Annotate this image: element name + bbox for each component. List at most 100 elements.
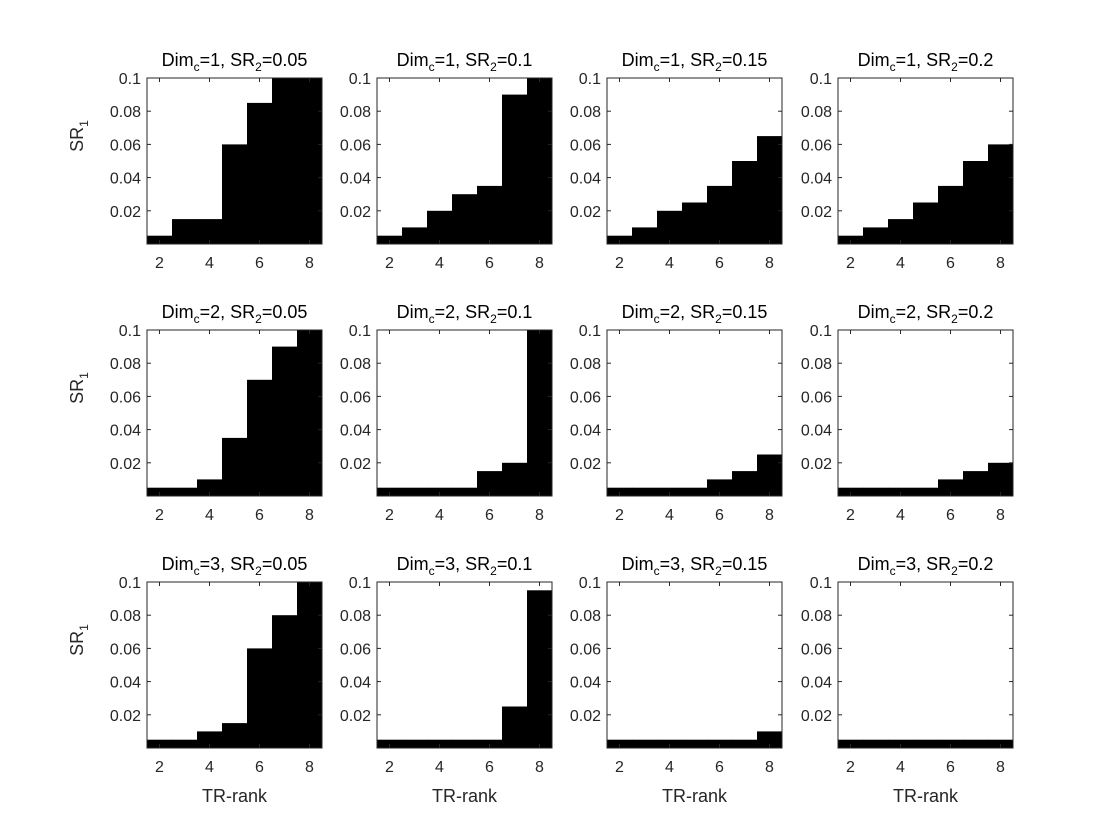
bar-x4 xyxy=(657,487,683,496)
y-tick-label: 0.04 xyxy=(570,423,601,440)
x-tick-label: 8 xyxy=(996,255,1005,272)
axes-frame xyxy=(146,581,323,749)
bar-x3 xyxy=(402,227,428,244)
x-tick-label: 8 xyxy=(305,255,314,272)
bar-x2 xyxy=(838,487,864,496)
subplot-title: Dimc=3, SR2=0.2 xyxy=(858,554,994,578)
bar-x2 xyxy=(147,739,173,748)
bar-x5 xyxy=(222,144,248,244)
y-tick-label: 0.02 xyxy=(340,204,371,221)
x-tick-label: 8 xyxy=(765,507,774,524)
bar-x4 xyxy=(427,210,453,244)
bar-x6 xyxy=(707,479,733,496)
bar-x6 xyxy=(247,379,273,496)
x-tick-label: 2 xyxy=(385,759,394,776)
y-tick-label: 0.1 xyxy=(349,71,371,88)
x-tick-label: 2 xyxy=(615,255,624,272)
y-tick-label: 0.06 xyxy=(110,389,141,406)
x-tick-label: 2 xyxy=(846,255,855,272)
x-tick-label: 8 xyxy=(535,759,544,776)
subplot-title: Dimc=3, SR2=0.05 xyxy=(162,554,308,578)
x-tick-label: 4 xyxy=(205,255,214,272)
y-tick-label: 0.04 xyxy=(801,423,832,440)
x-tick-label: 6 xyxy=(255,507,264,524)
bar-x7 xyxy=(732,471,758,496)
bar-x8 xyxy=(757,731,783,748)
x-axis-label: TR-rank xyxy=(432,786,498,806)
subplot-8: 2 4 6 8 0.02 0.04 0.06 0.08 0.1 Dimc=2, SR2=0.2 xyxy=(801,302,1014,524)
x-tick-label: 6 xyxy=(946,255,955,272)
bar-x5 xyxy=(222,437,248,496)
y-tick-label: 0.1 xyxy=(810,71,832,88)
x-tick-label: 4 xyxy=(665,507,674,524)
y-axis-label: SR1 xyxy=(67,624,91,656)
y-tick-label: 0.04 xyxy=(570,171,601,188)
bar-x8 xyxy=(297,330,323,496)
x-tick-label: 2 xyxy=(615,507,624,524)
x-tick-label: 4 xyxy=(435,507,444,524)
bar-x4 xyxy=(888,739,914,748)
bar-x3 xyxy=(863,227,889,244)
y-tick-label: 0.04 xyxy=(340,423,371,440)
bar-x4 xyxy=(657,739,683,748)
subplot-title: Dimc=3, SR2=0.15 xyxy=(622,554,768,578)
subplot-title: Dimc=1, SR2=0.15 xyxy=(622,50,768,74)
bar-x6 xyxy=(938,185,964,244)
y-tick-label: 0.08 xyxy=(340,356,371,373)
subplot-title: Dimc=2, SR2=0.1 xyxy=(397,302,533,326)
x-tick-label: 8 xyxy=(305,507,314,524)
x-tick-label: 2 xyxy=(155,759,164,776)
bar-x6 xyxy=(938,739,964,748)
y-axis-label: SR1 xyxy=(67,120,91,152)
subplot-title: Dimc=2, SR2=0.15 xyxy=(622,302,768,326)
y-tick-label: 0.1 xyxy=(579,71,601,88)
axes-frame xyxy=(376,329,553,497)
bar-x5 xyxy=(913,739,939,748)
bar-x4 xyxy=(197,479,223,496)
bar-x8 xyxy=(988,462,1014,496)
bar-x5 xyxy=(452,739,478,748)
bar-x5 xyxy=(452,194,478,244)
bar-x6 xyxy=(938,479,964,496)
y-tick-label: 0.1 xyxy=(579,575,601,592)
subplot-11: 2 4 6 8 0.02 0.04 0.06 0.08 0.1 Dimc=3, SR2=0.15 T… xyxy=(570,554,783,806)
x-tick-label: 4 xyxy=(896,255,905,272)
bar-x2 xyxy=(838,739,864,748)
bar-x2 xyxy=(607,235,633,244)
bar-x6 xyxy=(477,471,503,496)
y-tick-label: 0.06 xyxy=(570,389,601,406)
y-tick-label: 0.02 xyxy=(801,708,832,725)
y-tick-label: 0.08 xyxy=(110,608,141,625)
y-tick-label: 0.1 xyxy=(119,575,141,592)
x-tick-label: 6 xyxy=(715,255,724,272)
bar-x7 xyxy=(963,739,989,748)
bar-x3 xyxy=(172,219,198,244)
x-tick-label: 6 xyxy=(255,759,264,776)
bar-x5 xyxy=(222,723,248,748)
bar-x5 xyxy=(682,739,708,748)
y-tick-label: 0.08 xyxy=(801,356,832,373)
x-tick-label: 4 xyxy=(665,255,674,272)
subplot-10: 2 4 6 8 0.02 0.04 0.06 0.08 0.1 Dimc=3, SR2=0.1 TR… xyxy=(340,554,553,806)
x-tick-label: 6 xyxy=(485,507,494,524)
x-tick-label: 4 xyxy=(896,507,905,524)
bar-x8 xyxy=(988,739,1014,748)
bar-x8 xyxy=(527,590,553,748)
y-tick-label: 0.08 xyxy=(340,608,371,625)
x-tick-label: 4 xyxy=(435,255,444,272)
bar-x7 xyxy=(732,161,758,244)
bar-x3 xyxy=(863,739,889,748)
bar-x5 xyxy=(682,202,708,244)
bar-x7 xyxy=(272,346,298,496)
bar-x3 xyxy=(172,739,198,748)
x-tick-label: 8 xyxy=(535,255,544,272)
bar-x8 xyxy=(297,78,323,244)
x-tick-label: 8 xyxy=(765,759,774,776)
y-tick-label: 0.1 xyxy=(349,575,371,592)
subplot-3: 2 4 6 8 0.02 0.04 0.06 0.08 0.1 Dimc=1, SR2=0.15 xyxy=(570,50,783,272)
bar-x3 xyxy=(402,487,428,496)
bar-x4 xyxy=(427,487,453,496)
y-tick-label: 0.02 xyxy=(801,456,832,473)
x-tick-label: 8 xyxy=(996,759,1005,776)
